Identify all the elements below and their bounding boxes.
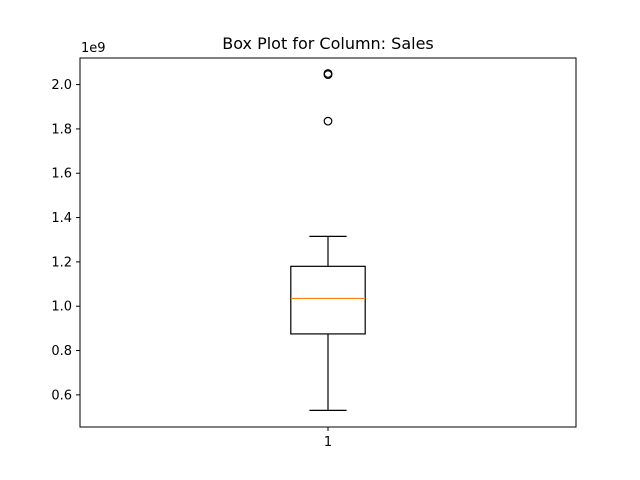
- chart-title: Box Plot for Column: Sales: [222, 34, 434, 53]
- y-tick-label: 1.2: [51, 255, 72, 270]
- y-tick-label: 1.4: [51, 211, 72, 226]
- outlier-point: [323, 116, 333, 126]
- y-tick-label: 2.0: [51, 78, 72, 93]
- outlier-point: [323, 69, 333, 78]
- x-axis: 1: [324, 427, 332, 450]
- y-axis-offset-label: 1e9: [81, 41, 106, 56]
- box-plot-series: [290, 69, 366, 411]
- y-tick-label: 0.8: [51, 344, 72, 359]
- y-axis: 0.6 0.8 1.0 1.2 1.4 1.6 1.8 2.0: [51, 78, 80, 403]
- y-tick-label: 1.6: [51, 167, 72, 182]
- y-tick-label: 0.6: [51, 388, 72, 403]
- y-tick-label: 1.0: [51, 300, 72, 315]
- y-tick-label: 1.8: [51, 122, 72, 137]
- x-tick-label: 1: [324, 435, 332, 450]
- box-iqr: [290, 265, 366, 335]
